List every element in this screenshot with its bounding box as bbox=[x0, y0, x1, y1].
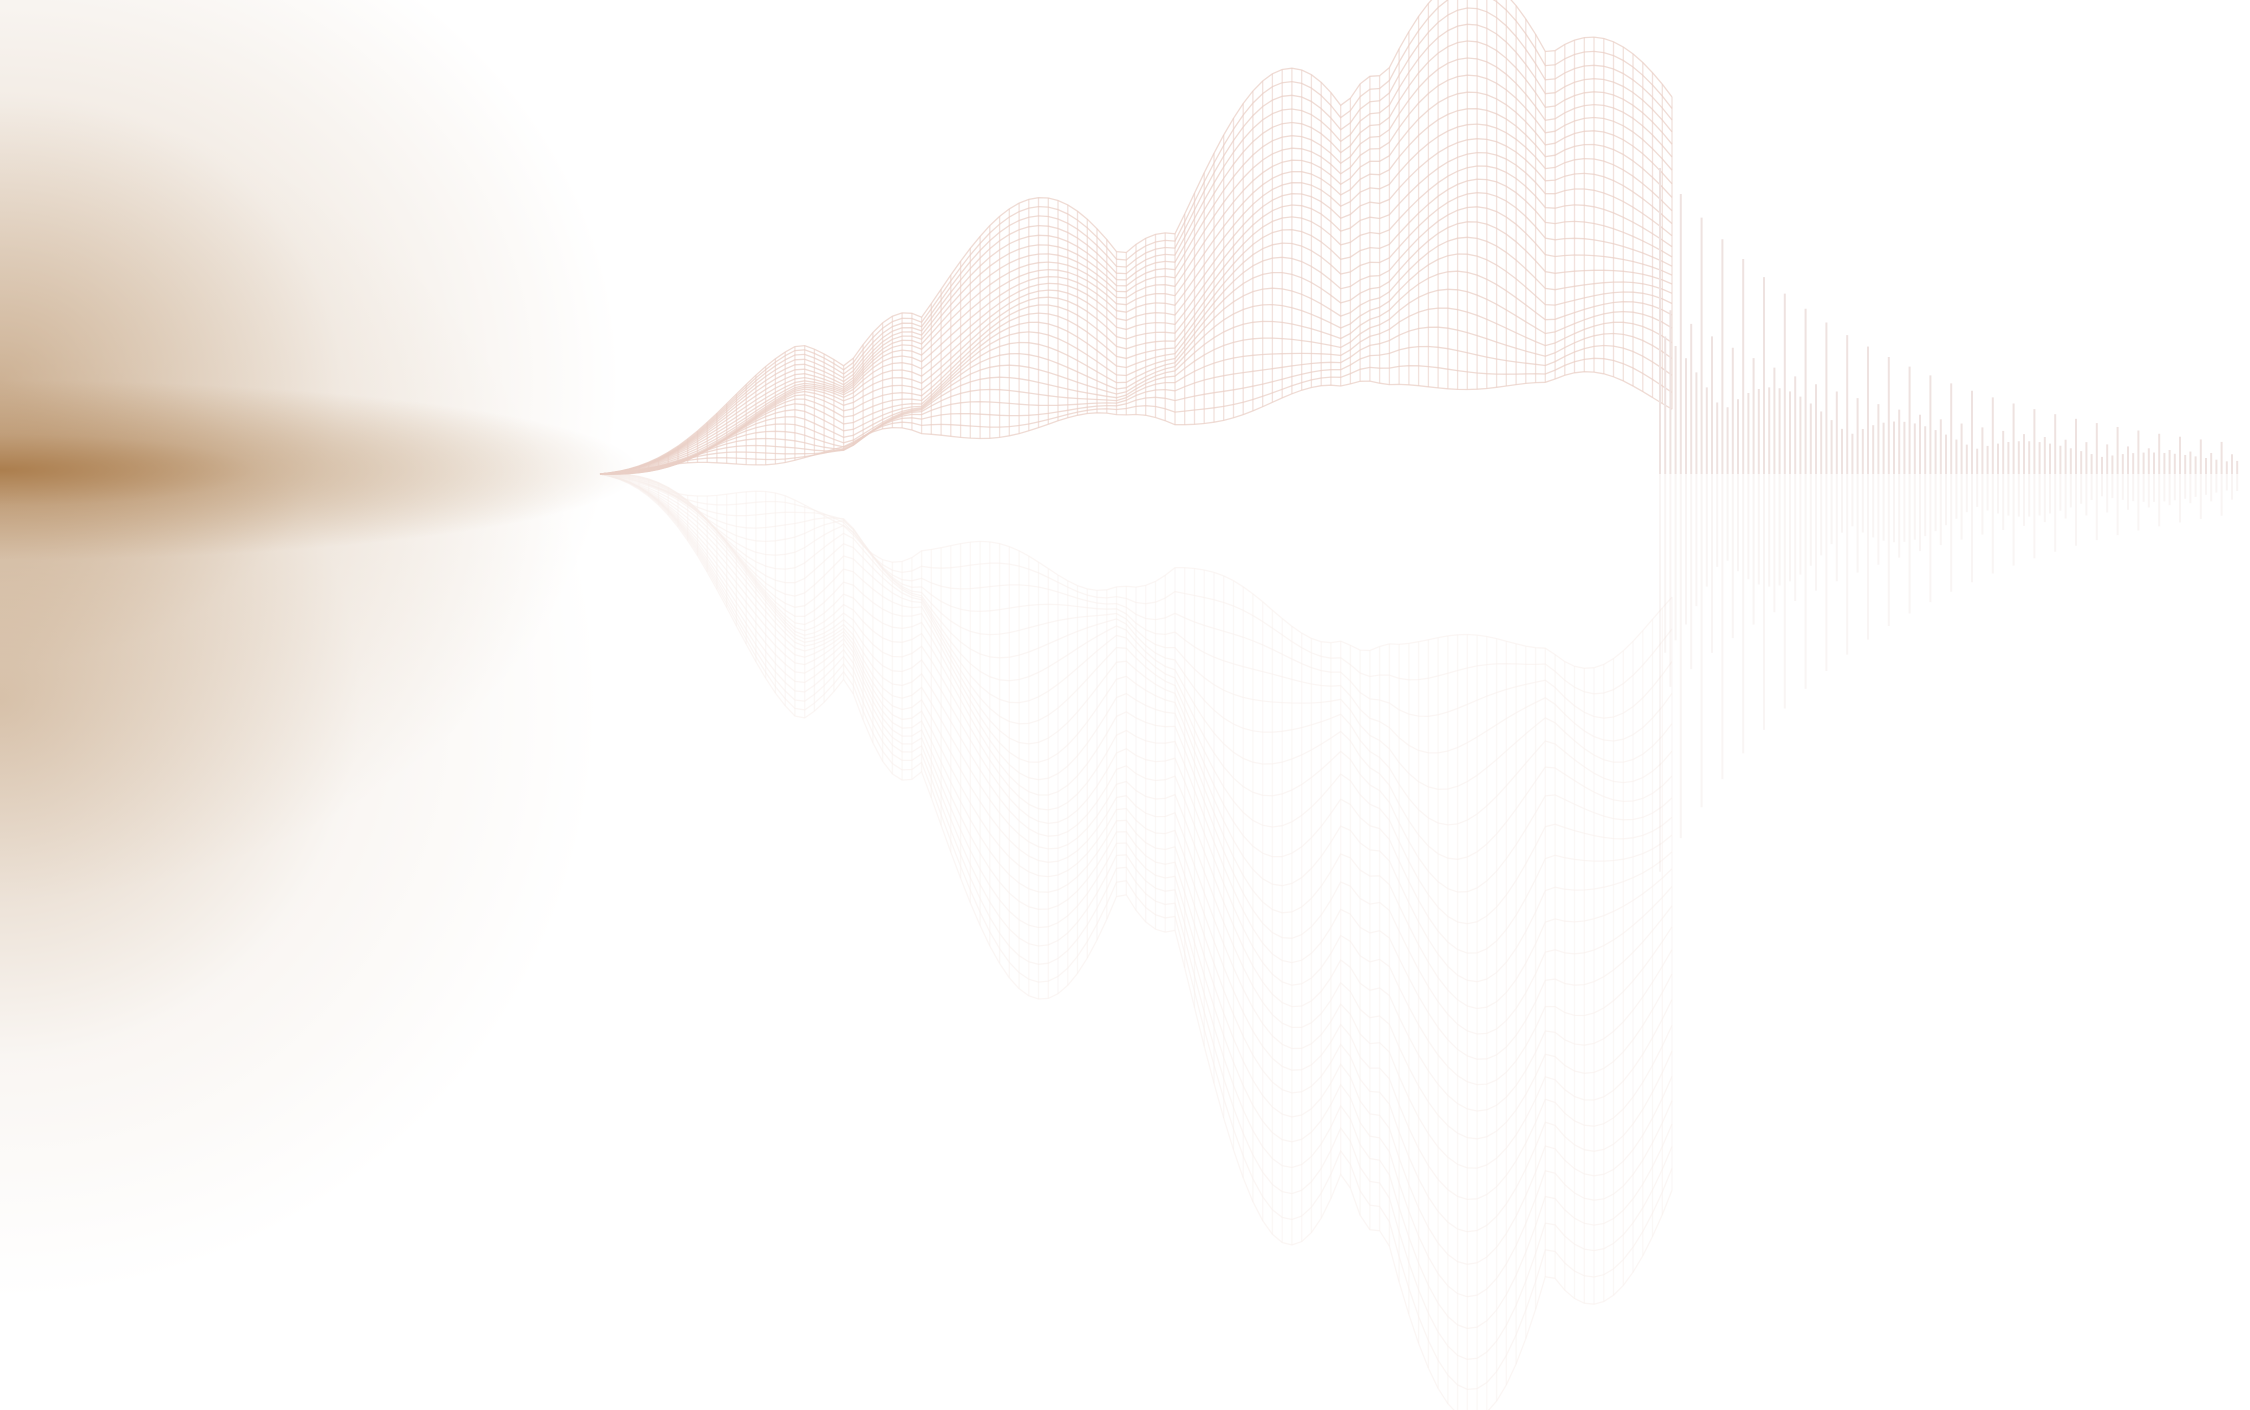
reflection-row bbox=[599, 473, 1673, 983]
reflection-row bbox=[599, 473, 1673, 1060]
reflection-row bbox=[599, 473, 1673, 719]
reflection-row bbox=[599, 473, 1673, 1233]
reflection-row bbox=[599, 473, 1673, 1010]
mountain-reflection bbox=[599, 473, 1673, 1410]
reflection-row bbox=[599, 473, 1673, 925]
reflection-row bbox=[599, 473, 1673, 1169]
reflection-row bbox=[599, 473, 1673, 1298]
reflection-row bbox=[599, 473, 1673, 1265]
reflection-row bbox=[599, 473, 1673, 1360]
reflection-row bbox=[599, 473, 1673, 860]
reflection-row bbox=[599, 473, 1673, 669]
reflection-row bbox=[599, 473, 1673, 954]
reflection-row bbox=[599, 473, 1673, 1391]
reflection-row bbox=[599, 473, 1673, 1086]
reflection-row bbox=[599, 473, 1673, 1201]
reflection-row bbox=[599, 473, 1673, 1410]
wireframe-mountain bbox=[599, 0, 1673, 475]
reflection-row bbox=[599, 473, 1673, 1330]
reflection-row bbox=[599, 473, 1673, 754]
reflection-row bbox=[599, 473, 1673, 826]
reflection-row bbox=[599, 473, 1673, 893]
reflection-row bbox=[599, 473, 1673, 695]
reflection-row bbox=[599, 473, 1673, 1035]
reflection-row bbox=[599, 473, 1673, 790]
reflection-row bbox=[599, 473, 1673, 1140]
spectrum-bars bbox=[1659, 168, 2239, 872]
reflection-row bbox=[599, 473, 1673, 1112]
